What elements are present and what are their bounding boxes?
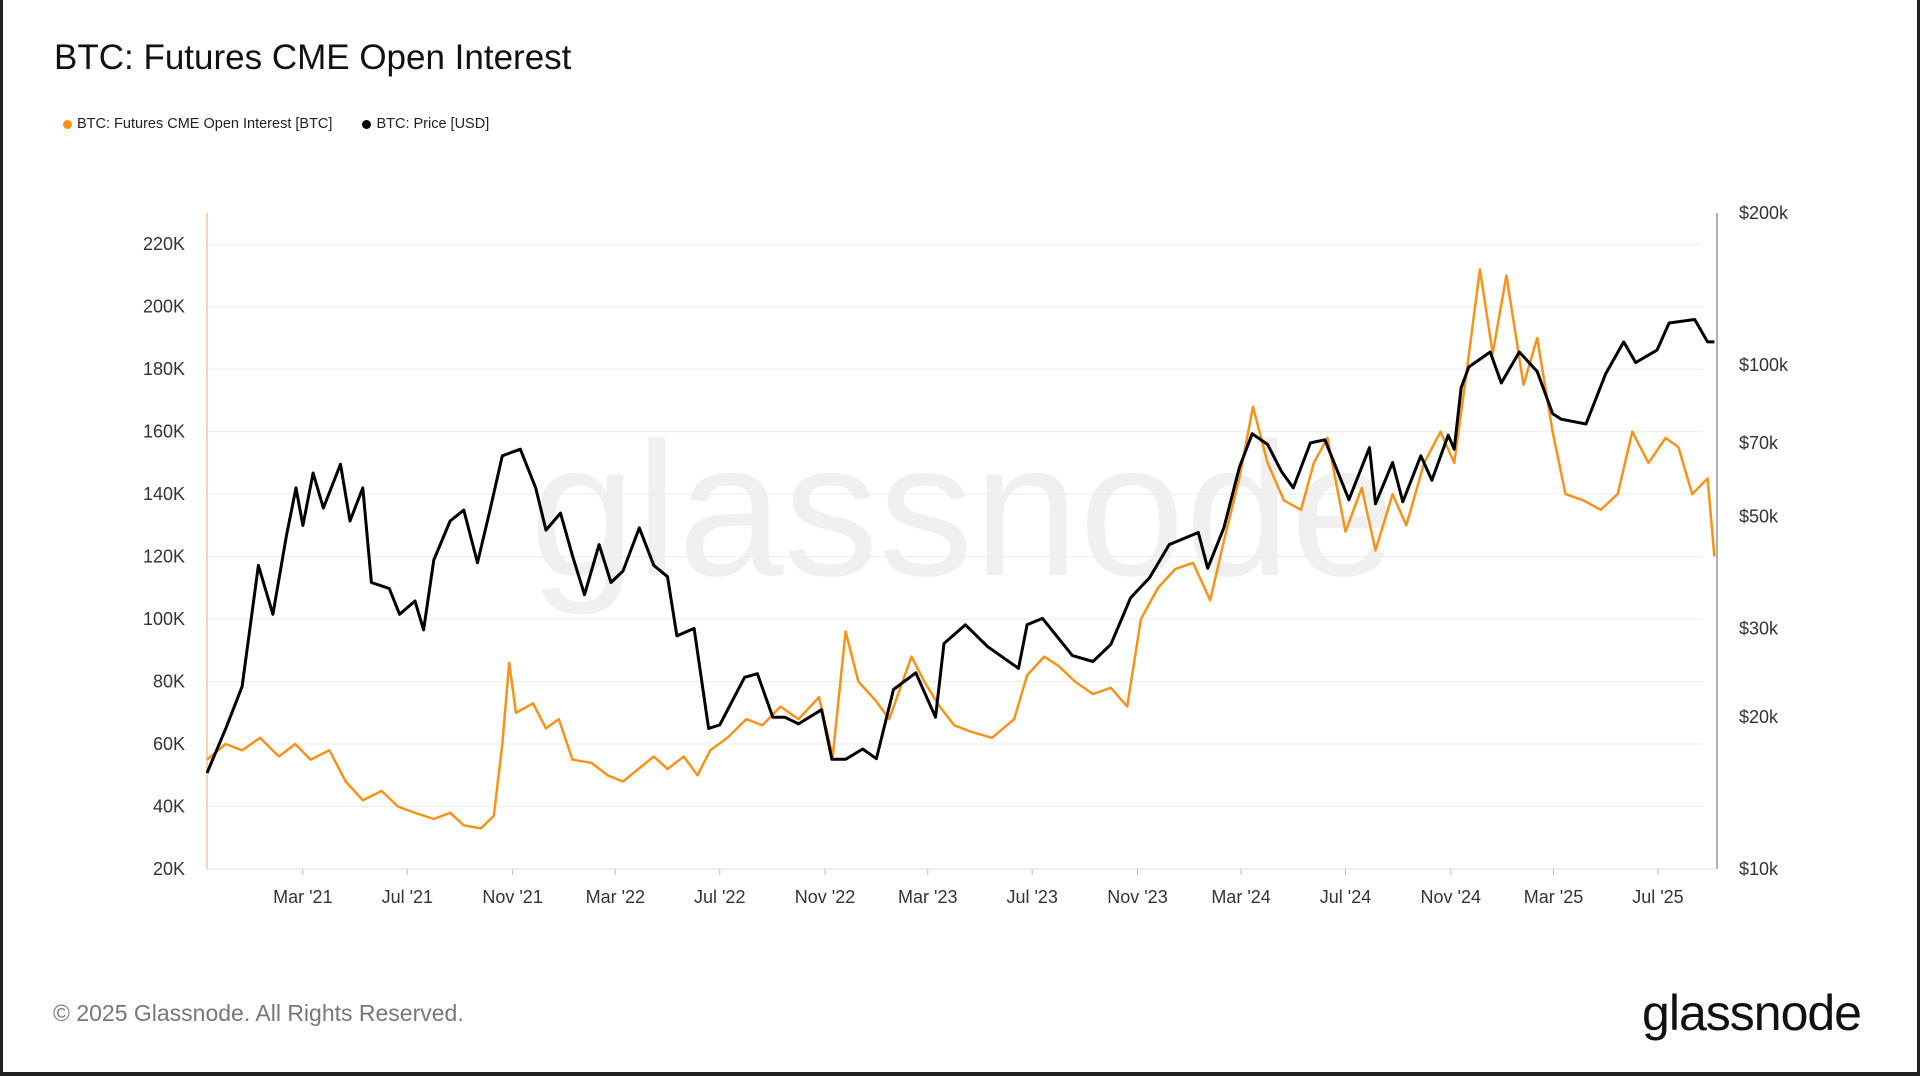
y-left-tick-label: 40K [153, 797, 185, 817]
y-right-tick-label: $20k [1739, 707, 1779, 727]
y-right-tick-label: $70k [1739, 433, 1779, 453]
y-left-tick-label: 200K [143, 297, 185, 317]
x-tick-label: Mar '24 [1211, 887, 1270, 907]
legend-label: BTC: Price [USD] [376, 116, 490, 132]
y-right-tick-label: $10k [1739, 859, 1779, 879]
y-left-tick-label: 220K [143, 234, 185, 254]
x-tick-label: Jul '25 [1632, 887, 1683, 907]
price-line [205, 318, 1715, 774]
x-tick-label: Nov '22 [795, 887, 855, 907]
y-left-tick-label: 100K [143, 609, 185, 629]
x-tick-label: Mar '25 [1524, 887, 1583, 907]
y-left-tick-label: 80K [153, 672, 185, 692]
x-tick-label: Nov '23 [1107, 887, 1167, 907]
x-tick-label: Nov '21 [482, 887, 542, 907]
y-left-tick-label: 140K [143, 484, 185, 504]
legend-item-price[interactable]: BTC: Price [USD] [362, 116, 489, 132]
glassnode-logo: glassnode [1642, 985, 1862, 1041]
legend-label: BTC: Futures CME Open Interest [BTC] [77, 116, 333, 132]
x-tick-label: Jul '23 [1006, 887, 1057, 907]
watermark: glassnode [530, 404, 1396, 616]
legend: BTC: Futures CME Open Interest [BTC] BTC… [63, 116, 489, 132]
y-right-tick-label: $100k [1739, 355, 1789, 375]
x-tick-label: Mar '21 [273, 887, 332, 907]
y-left-tick-label: 60K [153, 734, 185, 754]
y-left-tick-label: 160K [143, 422, 185, 442]
y-left-tick-label: 120K [143, 547, 185, 567]
y-right-tick-label: $200k [1739, 203, 1789, 223]
y-right-tick-label: $30k [1739, 618, 1779, 638]
chart-title: BTC: Futures CME Open Interest [54, 38, 572, 77]
legend-item-open-interest[interactable]: BTC: Futures CME Open Interest [BTC] [63, 116, 332, 132]
x-tick-label: Nov '24 [1421, 887, 1481, 907]
x-tick-label: Jul '21 [382, 887, 433, 907]
y-left-tick-label: 180K [143, 359, 185, 379]
x-tick-label: Jul '22 [694, 887, 745, 907]
y-left-tick-label: 20K [153, 859, 185, 879]
y-right-tick-label: $50k [1739, 507, 1779, 527]
legend-dot-orange [63, 119, 72, 129]
x-tick-label: Mar '23 [898, 887, 957, 907]
legend-dot-black [362, 119, 372, 129]
chart-area: glassnode 20K 40K 60K 80K 100K 120K 140K 160K 18… [143, 203, 1789, 907]
copyright: © 2025 Glassnode. All Rights Reserved. [53, 1000, 464, 1026]
x-tick-label: Jul '24 [1320, 887, 1371, 907]
x-tick-label: Mar '22 [586, 887, 645, 907]
open-interest-line [206, 267, 1716, 830]
